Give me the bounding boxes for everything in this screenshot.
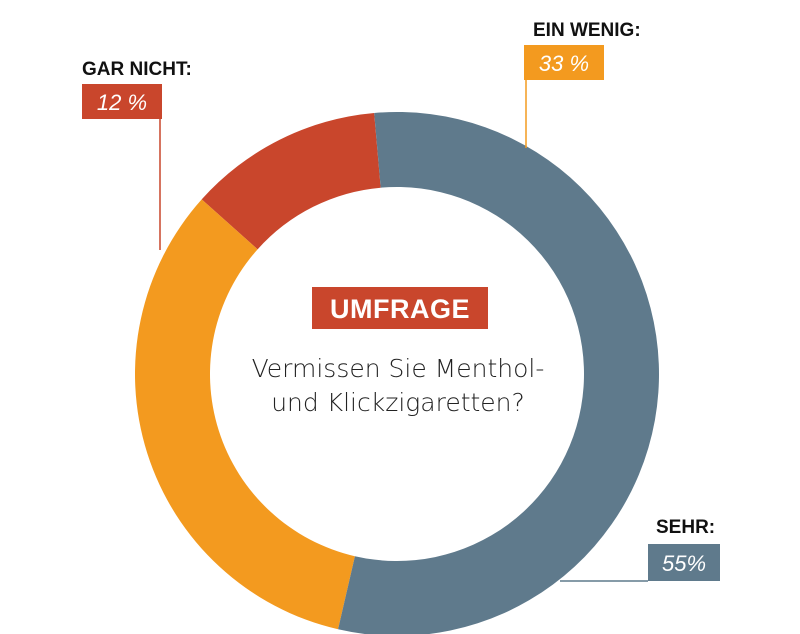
- label-ein-wenig: EIN WENIG: 33 %: [524, 20, 641, 80]
- value-label-ein-wenig: 33 %: [539, 51, 589, 76]
- category-label-ein-wenig: EIN WENIG:: [533, 20, 641, 41]
- donut-slices: [135, 112, 659, 634]
- leader-lines: [159, 80, 648, 582]
- center-question-line-1: Vermissen Sie Menthol-: [252, 354, 545, 383]
- label-sehr: SEHR: 55%: [648, 517, 720, 581]
- value-label-sehr: 55%: [662, 551, 706, 576]
- badge-background: [312, 287, 488, 329]
- category-label-sehr: SEHR:: [656, 517, 715, 538]
- center-question-line-2: und Klickzigaretten?: [271, 388, 525, 417]
- badge-text: UMFRAGE: [330, 294, 470, 324]
- value-box-gar-nicht: [82, 84, 162, 119]
- donut-slice-0: [201, 112, 381, 250]
- donut-slice-1: [135, 199, 355, 630]
- center-badge: UMFRAGE: [312, 287, 488, 329]
- donut-slice-2: [338, 112, 659, 634]
- value-box-sehr: [648, 544, 720, 581]
- value-label-gar-nicht: 12 %: [97, 90, 147, 115]
- label-gar-nicht: GAR NICHT: 12 %: [82, 59, 192, 119]
- category-label-gar-nicht: GAR NICHT:: [82, 59, 192, 80]
- value-box-ein-wenig: [524, 45, 604, 80]
